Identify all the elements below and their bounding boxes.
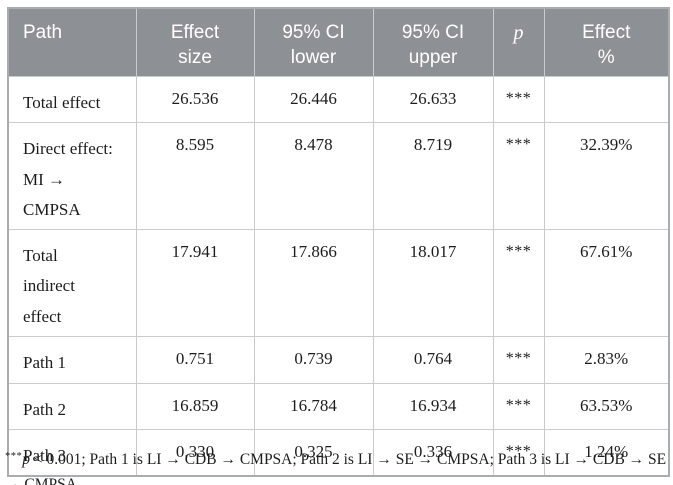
cell-ci-upper: 18.017 — [372, 229, 494, 337]
table-body: Total effect 26.536 26.446 26.633 *** Di… — [7, 76, 670, 477]
cell-effect-size: 0.330 — [135, 429, 255, 477]
cell-ci-upper: 0.336 — [372, 429, 494, 477]
cell-path: Total indirect effect — [7, 229, 137, 337]
cell-effect-pct: 32.39% — [543, 122, 670, 231]
cell-effect-size: 8.595 — [135, 122, 255, 231]
cell-path: Direct effect: MI → CMPSA — [7, 122, 137, 231]
footnote-text: < 0.001; Path 1 is LI → CDB → CMPSA; Pat… — [5, 450, 667, 485]
cell-effect-pct: 1.24% — [543, 429, 670, 477]
cell-ci-lower: 17.866 — [253, 229, 374, 337]
significance-stars: *** — [5, 450, 23, 462]
cell-ci-lower: 16.784 — [253, 382, 374, 431]
header-cell-ci-lower: 95% CI lower — [253, 7, 374, 78]
header-row: Path Effect size 95% CI lower 95% CI upp… — [7, 7, 670, 78]
cell-effect-pct: 2.83% — [543, 335, 670, 384]
cell-ci-lower: 0.325 — [253, 429, 374, 477]
table-row-path-3: Path 3 0.330 0.325 0.336 *** 1.24% — [7, 429, 670, 477]
cell-effect-size: 17.941 — [135, 229, 255, 337]
header-cell-path: Path — [7, 7, 137, 78]
cell-ci-lower: 8.478 — [253, 122, 374, 231]
table-row-direct-effect: Direct effect: MI → CMPSA 8.595 8.478 8.… — [7, 122, 670, 231]
cell-effect-pct: 63.53% — [543, 382, 670, 431]
cell-path: Path 2 — [7, 382, 137, 431]
cell-ci-lower: 0.739 — [253, 335, 374, 384]
header-cell-p: p — [492, 7, 545, 78]
table-row-total-effect: Total effect 26.536 26.446 26.633 *** — [7, 76, 670, 124]
cell-effect-size: 0.751 — [135, 335, 255, 384]
table-row-path-1: Path 1 0.751 0.739 0.764 *** 2.83% — [7, 335, 670, 384]
header-cell-effect-size: Effect size — [135, 7, 255, 78]
cell-p-value: *** — [492, 429, 545, 477]
table-row-total-indirect-effect: Total indirect effect 17.941 17.866 18.0… — [7, 229, 670, 337]
cell-ci-upper: 16.934 — [372, 382, 494, 431]
cell-effect-size: 26.536 — [135, 76, 255, 124]
header-cell-ci-upper: 95% CI upper — [372, 7, 494, 78]
mediation-effects-table: Path Effect size 95% CI lower 95% CI upp… — [7, 7, 670, 478]
cell-p-value: *** — [492, 122, 545, 231]
cell-p-value: *** — [492, 76, 545, 124]
header-cell-effect-pct: Effect % — [543, 7, 670, 78]
cell-p-value: *** — [492, 229, 545, 337]
cell-ci-upper: 0.764 — [372, 335, 494, 384]
cell-ci-upper: 8.719 — [372, 122, 494, 231]
cell-p-value: *** — [492, 335, 545, 384]
cell-ci-lower: 26.446 — [253, 76, 374, 124]
cell-effect-pct: 67.61% — [543, 229, 670, 337]
cell-p-value: *** — [492, 382, 545, 431]
p-symbol: p — [22, 450, 30, 468]
cell-path: Path 3 — [7, 429, 137, 477]
cell-effect-size: 16.859 — [135, 382, 255, 431]
cell-path: Path 1 — [7, 335, 137, 384]
table-row-path-2: Path 2 16.859 16.784 16.934 *** 63.53% — [7, 382, 670, 431]
cell-ci-upper: 26.633 — [372, 76, 494, 124]
cell-path: Total effect — [7, 76, 137, 124]
table-footnote: ***p < 0.001; Path 1 is LI → CDB → CMPSA… — [5, 447, 667, 485]
table-header: Path Effect size 95% CI lower 95% CI upp… — [7, 7, 670, 78]
cell-effect-pct — [543, 76, 670, 124]
